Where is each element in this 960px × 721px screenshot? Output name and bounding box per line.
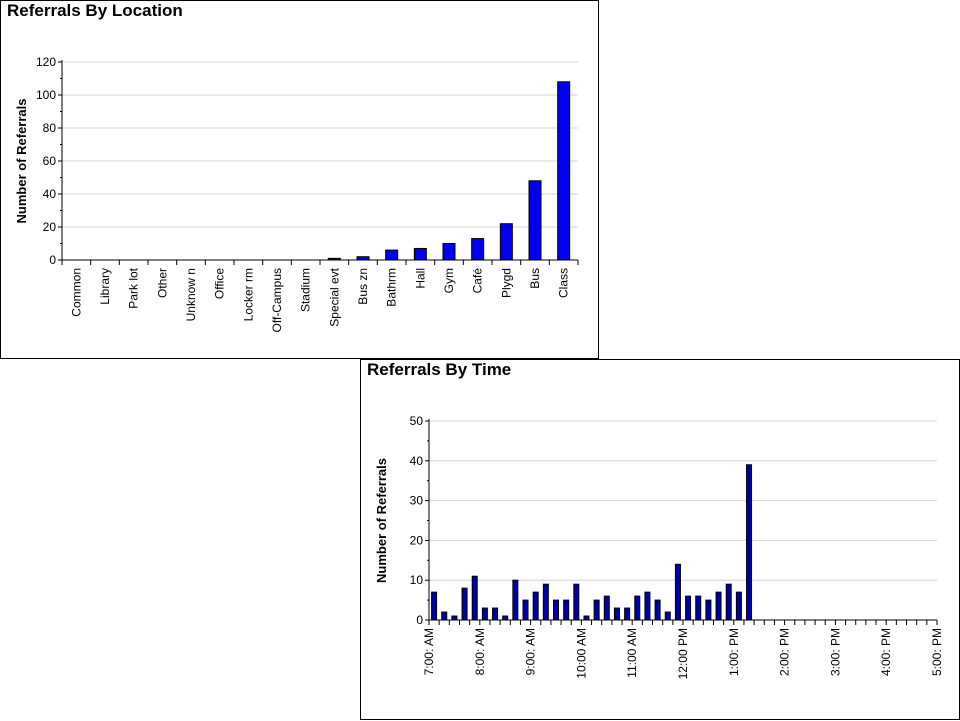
chart-0-x-tick-label: Plygd	[499, 268, 513, 298]
chart-1-bar	[593, 599, 600, 621]
chart-1-y-tick-label: 20	[410, 533, 424, 547]
chart-1-x-tick-label: 7:00: AM	[422, 628, 436, 675]
chart-1-bar	[451, 615, 458, 621]
chart-0-x-tick-label: Hall	[413, 268, 427, 289]
chart-1-bar	[674, 563, 681, 621]
chart-1-bar	[542, 583, 549, 621]
location-chart: 0 20 40 60 80 100 120 Number of Referrals Common…	[14, 55, 579, 332]
chart-1-bar	[573, 583, 580, 621]
chart-0-y-tick-label: 120	[36, 55, 56, 69]
chart-1-bar	[471, 575, 478, 621]
time-chart-title: Referrals By Time	[367, 360, 512, 379]
chart-1-bar	[512, 579, 519, 621]
chart-0-bar	[442, 243, 456, 261]
chart-1-bar	[431, 591, 438, 621]
chart-0-x-tick-label: Bathrm	[385, 268, 399, 307]
chart-0-x-tick-label: Locker rm	[241, 268, 255, 321]
chart-0-x-tick-label: Class	[557, 268, 571, 298]
chart-1-bar	[441, 611, 448, 621]
chart-0-y-tick-label: 40	[43, 187, 57, 201]
chart-0-bar	[528, 180, 542, 261]
chart-1-x-tick-label: 4:00: PM	[879, 628, 893, 676]
chart-1-bar	[481, 607, 488, 621]
chart-1-bar	[613, 607, 620, 621]
chart-0-y-tick-label: 60	[43, 154, 57, 168]
chart-0-x-tick-label: Park lot	[127, 267, 141, 308]
chart-1-y-axis-label: Number of Referrals	[374, 458, 389, 583]
chart-0-x-tick-label: Common	[69, 268, 83, 317]
chart-1-x-tick-label: 5:00: PM	[930, 628, 944, 676]
chart-1-bar	[634, 595, 641, 621]
chart-0-y-tick-label: 0	[49, 253, 56, 267]
chart-1-bar	[532, 591, 539, 621]
chart-0-bar	[557, 81, 571, 261]
chart-1-x-tick-label: 3:00: PM	[828, 628, 842, 676]
chart-1-y-tick-label: 0	[416, 613, 423, 627]
chart-0-y-axis-label: Number of Referrals	[14, 99, 29, 224]
chart-0-x-tick-label: Special evt	[327, 267, 341, 326]
chart-0-bar	[499, 223, 513, 261]
chart-0-x-tick-label: Stadium	[299, 268, 313, 312]
chart-1-bar	[664, 611, 671, 621]
chart-1-bar	[624, 607, 631, 621]
chart-1-x-tick-label: 12:00 PM	[676, 628, 690, 679]
chart-1-x-tick-label: 10:00 AM	[574, 628, 588, 679]
chart-1-bar	[492, 607, 499, 621]
chart-1-x-tick-label: 2:00: PM	[778, 628, 792, 676]
chart-1-bar	[563, 599, 570, 621]
chart-0-y-tick-label: 100	[36, 88, 56, 102]
chart-0-bar	[413, 247, 427, 261]
chart-1-x-tick-label: 8:00: AM	[473, 628, 487, 675]
chart-0-x-tick-label: Library	[98, 268, 112, 305]
chart-1-bar	[502, 615, 509, 621]
time-chart-panel: Referrals By Time 0 10 20 30 40 50 Number of R…	[360, 359, 960, 720]
chart-0-x-tick-label: Bus zn	[356, 268, 370, 305]
chart-0-x-tick-label: Other	[155, 268, 169, 298]
chart-0-x-tick-label: Off-Campus	[270, 268, 284, 332]
chart-0-x-tick-label: Gym	[442, 268, 456, 293]
chart-0-x-tick-label: Café	[471, 268, 485, 294]
chart-0-y-tick-label: 80	[43, 121, 57, 135]
chart-0-x-tick-label: Office	[213, 268, 227, 299]
chart-1-bar	[725, 583, 732, 621]
location-chart-panel: Referrals By Location 0 20 40 60 80 100 120 Num…	[0, 0, 599, 359]
chart-1-bar	[685, 595, 692, 621]
chart-1-x-tick-label: 1:00: PM	[727, 628, 741, 676]
chart-1-bar	[583, 615, 590, 621]
chart-1-x-tick-label: 11:00 AM	[625, 628, 639, 678]
chart-1-bar	[735, 591, 742, 621]
chart-1-bar	[603, 595, 610, 621]
chart-0-y-tick-label: 20	[43, 220, 57, 234]
location-chart-title: Referrals By Location	[7, 1, 183, 20]
chart-0-x-tick-label: Bus	[528, 268, 542, 289]
chart-1-bar	[705, 599, 712, 621]
chart-1-bar	[695, 595, 702, 621]
chart-1-y-tick-label: 40	[410, 454, 424, 468]
chart-1-x-tick-label: 9:00: AM	[524, 628, 538, 675]
chart-0-x-tick-label: Unknow n	[184, 268, 198, 321]
chart-1-bar	[654, 599, 661, 621]
chart-1-bar	[553, 599, 559, 621]
chart-0-bar	[385, 249, 399, 261]
chart-1-bar	[522, 599, 529, 621]
chart-1-bar	[715, 591, 722, 621]
chart-1-y-tick-label: 10	[410, 573, 424, 587]
time-chart: 0 10 20 30 40 50 Number of Referrals 7:00: AM 8:…	[374, 414, 944, 679]
chart-1-bar	[461, 587, 468, 621]
chart-1-bar	[644, 591, 651, 621]
chart-1-y-tick-label: 30	[410, 494, 424, 508]
chart-0-bar	[471, 238, 485, 261]
chart-1-y-tick-label: 50	[410, 414, 424, 428]
chart-1-bar	[746, 464, 753, 621]
